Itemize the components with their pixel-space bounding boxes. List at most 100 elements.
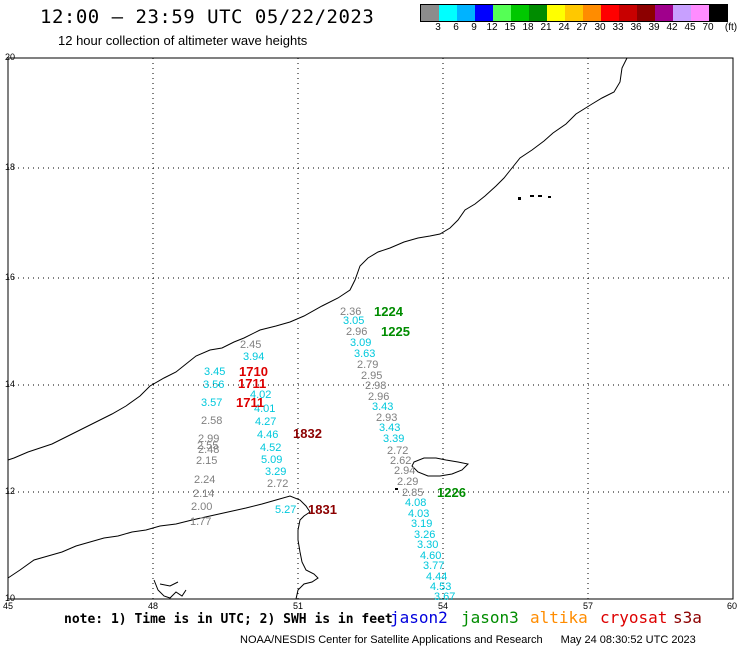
lat-label-20: 20 bbox=[5, 52, 16, 62]
swh-value: 2.29 bbox=[397, 476, 419, 488]
legend-s3a: s3a bbox=[673, 608, 702, 627]
swh-value: 2.58 bbox=[201, 415, 223, 427]
color-scale-swatch bbox=[637, 5, 655, 21]
color-scale-swatch bbox=[709, 5, 727, 21]
pass-time-label: 1711 bbox=[238, 376, 267, 391]
color-scale-bar bbox=[420, 4, 728, 22]
small-islands bbox=[395, 195, 551, 490]
color-scale-label: 39 bbox=[648, 22, 660, 33]
lon-label-57: 57 bbox=[583, 601, 594, 611]
swh-value: 4.44 bbox=[426, 571, 448, 583]
swh-value: 2.36 bbox=[340, 306, 362, 318]
swh-value: 2.85 bbox=[402, 487, 424, 499]
swh-value: 2.99 bbox=[198, 433, 220, 445]
swh-value: 2.96 bbox=[346, 326, 368, 338]
color-scale-label: 6 bbox=[453, 22, 459, 33]
coastal-fragments bbox=[153, 579, 187, 599]
color-scale-label: 15 bbox=[504, 22, 516, 33]
color-scale-label: 24 bbox=[558, 22, 570, 33]
swh-value: 2.45 bbox=[240, 339, 262, 351]
swh-value: 3.05 bbox=[343, 315, 365, 327]
map-subtitle: 12 hour collection of altimeter wave hei… bbox=[58, 33, 308, 48]
map-title: 12:00 – 23:59 UTC 05/22/2023 bbox=[40, 6, 375, 28]
color-scale-swatch bbox=[619, 5, 637, 21]
socotra-island bbox=[411, 457, 470, 477]
map-frame bbox=[7, 57, 734, 600]
color-scale-label: 21 bbox=[540, 22, 552, 33]
graticule bbox=[8, 58, 733, 599]
color-scale-label: 36 bbox=[630, 22, 642, 33]
lat-label-18: 18 bbox=[5, 162, 16, 172]
color-scale-swatch bbox=[457, 5, 475, 21]
swh-value: 2.62 bbox=[390, 455, 412, 467]
swh-value: 3.67 bbox=[434, 591, 456, 603]
color-scale-swatch bbox=[673, 5, 691, 21]
footer-timestamp: May 24 08:30:52 UTC 2023 bbox=[560, 634, 696, 646]
swh-value: 2.95 bbox=[361, 370, 383, 382]
swh-value: 3.43 bbox=[379, 422, 401, 434]
swh-value: 3.30 bbox=[417, 539, 439, 551]
swh-value: 2.94 bbox=[394, 465, 416, 477]
swh-value: 3.63 bbox=[354, 348, 376, 360]
lat-label-10: 10 bbox=[5, 593, 16, 603]
swh-value: 4.01 bbox=[254, 403, 276, 415]
footer: NOAA/NESDIS Center for Satellite Applica… bbox=[240, 634, 696, 646]
pass-time-label: 1226 bbox=[437, 485, 466, 500]
color-scale-label: 33 bbox=[612, 22, 624, 33]
swh-value: 2.72 bbox=[267, 478, 289, 490]
pass-time-label: 1225 bbox=[381, 324, 410, 339]
color-scale-label: 3 bbox=[435, 22, 441, 33]
lat-label-16: 16 bbox=[5, 272, 16, 282]
color-scale-swatch bbox=[691, 5, 709, 21]
color-scale-swatch bbox=[475, 5, 493, 21]
swh-value: 2.96 bbox=[368, 391, 390, 403]
legend-cryosat: cryosat bbox=[600, 608, 668, 627]
swh-value: 2.93 bbox=[376, 412, 398, 424]
swh-value: 3.57 bbox=[201, 397, 223, 409]
color-scale-label: 9 bbox=[471, 22, 477, 33]
lon-label-54: 54 bbox=[438, 601, 449, 611]
legend-altika: altika bbox=[530, 608, 588, 627]
color-scale-swatch bbox=[601, 5, 619, 21]
swh-value: 4.27 bbox=[255, 416, 277, 428]
pass-time-label: 1832 bbox=[293, 426, 322, 441]
color-scale-label: 18 bbox=[522, 22, 534, 33]
color-scale-swatch bbox=[583, 5, 601, 21]
color-scale-swatch bbox=[421, 5, 439, 21]
swh-value: 2.15 bbox=[196, 455, 218, 467]
swh-value: 5.09 bbox=[261, 454, 283, 466]
arabian-coastline bbox=[7, 57, 628, 461]
color-scale-label: 45 bbox=[684, 22, 696, 33]
lon-label-51: 51 bbox=[293, 601, 304, 611]
color-scale-swatch bbox=[493, 5, 511, 21]
somali-coastline bbox=[7, 495, 319, 600]
swh-value: 2.55 bbox=[197, 440, 219, 452]
swh-value: 2.79 bbox=[357, 359, 379, 371]
swh-value: 4.52 bbox=[260, 442, 282, 454]
lon-label-60: 60 bbox=[727, 601, 738, 611]
swh-value: 2.48 bbox=[198, 444, 220, 456]
swh-value: 3.39 bbox=[383, 433, 405, 445]
units-note: note: 1) Time is in UTC; 2) SWH is in fe… bbox=[64, 612, 393, 627]
pass-time-label: 1224 bbox=[374, 304, 403, 319]
swh-value: 3.19 bbox=[411, 518, 433, 530]
pass-time-label: 1710 bbox=[239, 364, 268, 379]
lat-label-14: 14 bbox=[5, 379, 16, 389]
swh-value: 4.53 bbox=[430, 581, 452, 593]
swh-value: 4.02 bbox=[250, 389, 272, 401]
swh-value: 4.46 bbox=[257, 429, 279, 441]
legend-jason2: jason2 bbox=[390, 608, 448, 627]
pass-time-label: 1831 bbox=[308, 502, 337, 517]
swh-value: 4.08 bbox=[405, 497, 427, 509]
swh-value: 3.45 bbox=[204, 366, 226, 378]
color-scale-swatch bbox=[529, 5, 547, 21]
color-scale-label: 30 bbox=[594, 22, 606, 33]
swh-value: 3.43 bbox=[372, 401, 394, 413]
footer-agency: NOAA/NESDIS Center for Satellite Applica… bbox=[240, 634, 543, 646]
color-scale-label: 12 bbox=[486, 22, 498, 33]
lon-label-48: 48 bbox=[148, 601, 159, 611]
swh-value: 2.14 bbox=[193, 488, 215, 500]
swh-value: 3.94 bbox=[243, 351, 265, 363]
lat-label-12: 12 bbox=[5, 486, 16, 496]
